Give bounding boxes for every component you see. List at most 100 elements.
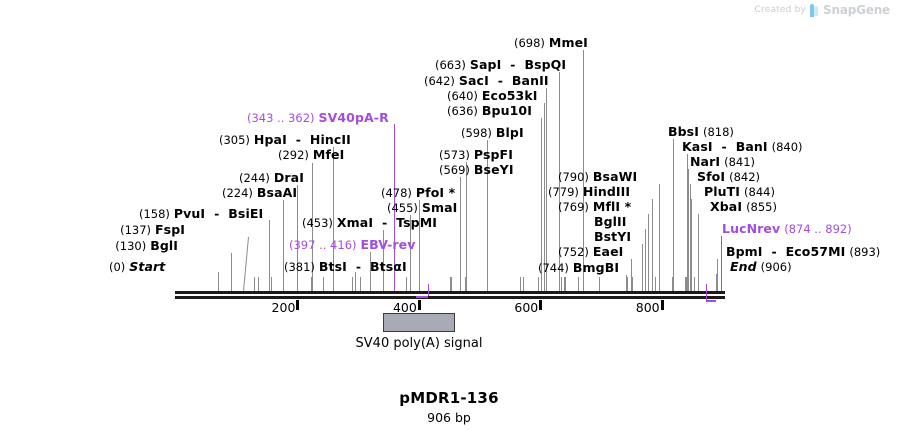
site-enzyme-name: BlpI [495, 125, 524, 140]
restriction-site-tick [323, 277, 325, 291]
site-label-xbaI[interactable]: XbaI (855) [710, 200, 777, 214]
site-label-end[interactable]: End (906) [730, 260, 792, 274]
restriction-site-tick [694, 277, 695, 291]
site-position: (841) [724, 155, 756, 169]
leader-line [688, 169, 689, 291]
watermark-prefix: Created by [754, 5, 807, 15]
restriction-site-tick [520, 277, 522, 291]
restriction-site-tick [717, 277, 719, 291]
site-label-xmaI[interactable]: (453) XmaI - TspMI [302, 216, 437, 230]
site-position: (874 .. 892) [784, 222, 852, 236]
site-label-eaeI[interactable]: (752) EaeI [558, 245, 623, 259]
site-label-mflI[interactable]: (769) MflI * [558, 200, 631, 214]
leader-line [717, 259, 718, 291]
leader-line [283, 200, 284, 291]
site-enzyme-name: BtsI - BtsαI [318, 259, 407, 274]
leader-line [687, 154, 688, 291]
ruler-tick [539, 300, 543, 310]
feature-label-sv40-polya: SV40 poly(A) signal [355, 336, 483, 351]
site-label-pluTI[interactable]: PluTI (844) [704, 185, 775, 199]
site-position: (663) [435, 58, 466, 72]
site-position: (453) [302, 216, 333, 230]
site-position: (855) [746, 200, 777, 214]
primer-arm [705, 300, 717, 302]
site-label-kasI[interactable]: KasI - BanI (840) [682, 140, 803, 154]
site-position: (573) [439, 148, 470, 162]
ruler-label-600: 600 [514, 300, 539, 315]
site-position: (790) [558, 170, 589, 184]
leader-line [698, 214, 699, 291]
primer-stem [705, 284, 708, 300]
site-position: (769) [558, 200, 589, 214]
site-label-smaI[interactable]: (455) SmaI [387, 201, 457, 215]
site-position: (779) [548, 185, 579, 199]
restriction-site-tick [538, 277, 539, 291]
site-label-sv40pa[interactable]: (343 .. 362) SV40pA-R [247, 111, 389, 125]
restriction-site-tick [564, 277, 566, 291]
site-label-sapI[interactable]: (663) SapI - BspQI [435, 58, 566, 72]
sequence-backbone-upper [175, 291, 725, 294]
snapgene-logo-icon [810, 3, 819, 17]
restriction-site-tick [270, 277, 272, 291]
restriction-site-tick [406, 277, 408, 291]
site-label-btsI[interactable]: (381) BtsI - BtsαI [284, 260, 407, 274]
site-enzyme-name: BpmI - Eco57MI [726, 244, 846, 259]
ruler-label-800: 800 [635, 300, 660, 315]
site-label-bseYI[interactable]: (569) BseYI [439, 163, 514, 177]
title-block: pMDR1-136 906 bp [0, 389, 898, 425]
site-label-pvuI[interactable]: (158) PvuI - BsiEI [139, 207, 263, 221]
site-enzyme-name: MfeI [312, 147, 345, 162]
site-label-hpaI[interactable]: (305) HpaI - HincII [219, 133, 351, 147]
site-label-hindIII[interactable]: (779) HindIII [548, 185, 630, 199]
site-label-draI[interactable]: (244) DraI [239, 171, 304, 185]
site-position: (893) [849, 245, 881, 259]
site-label-ebvrev[interactable]: (397 .. 416) EBV-rev [289, 238, 416, 252]
site-position: (381) [284, 260, 315, 274]
leader-line [419, 200, 420, 291]
site-label-lucnrev[interactable]: LucNrev (874 .. 892) [722, 222, 852, 236]
site-label-bglI[interactable]: (130) BglI [115, 239, 178, 253]
site-label-sfoI[interactable]: SfoI (842) [697, 170, 760, 184]
restriction-site-tick [451, 277, 453, 291]
feature-box-sv40-polya[interactable] [383, 313, 455, 332]
leader-line [631, 259, 632, 291]
sequence-backbone-lower [175, 296, 725, 299]
plasmid-length: 906 bp [427, 410, 471, 425]
site-label-narI[interactable]: NarI (841) [690, 155, 755, 169]
site-label-sacI[interactable]: (642) SacI - BanII [424, 74, 549, 88]
site-label-bstYI[interactable]: BstYI [594, 230, 631, 243]
site-label-bpu10I[interactable]: (636) Bpu10I [447, 104, 532, 118]
site-position: (158) [139, 207, 170, 221]
site-enzyme-name: BglI [150, 238, 178, 253]
leader-line [642, 244, 643, 291]
site-label-bmgBI[interactable]: (744) BmgBI [538, 261, 619, 275]
site-position: (244) [239, 171, 270, 185]
site-enzyme-name: BbsI [668, 124, 699, 139]
site-label-mfeI[interactable]: (292) MfeI [278, 148, 344, 162]
site-label-bsaWI[interactable]: (790) BsaWI [558, 170, 637, 184]
site-label-pspFI[interactable]: (573) PspFI [439, 148, 513, 162]
site-position: (305) [219, 133, 250, 147]
site-enzyme-name: BsaWI [592, 169, 638, 184]
leader-line [652, 199, 653, 291]
site-label-bbsI[interactable]: BbsI (818) [668, 125, 734, 139]
page-title: pMDR1-136 [399, 389, 499, 407]
site-label-bsaAI[interactable]: (224) BsaAI [222, 186, 297, 200]
site-label-blpI[interactable]: (598) BlpI [461, 126, 524, 140]
site-label-mmeI[interactable]: (698) MmeI [514, 36, 588, 50]
site-label-pfoI[interactable]: (478) PfoI * [381, 186, 455, 200]
site-label-start[interactable]: (0) Start [109, 260, 165, 274]
restriction-site-tick [577, 277, 579, 291]
site-label-fspI[interactable]: (137) FspI [120, 223, 185, 237]
restriction-site-tick [671, 277, 673, 291]
site-label-bglII[interactable]: BglII [594, 215, 627, 228]
leader-line [716, 274, 717, 291]
site-label-bpmI[interactable]: BpmI - Eco57MI (893) [726, 245, 880, 259]
site-enzyme-name: BglII [594, 214, 627, 229]
site-label-eco53kI[interactable]: (640) Eco53kI [447, 89, 538, 103]
site-enzyme-name: BseYI [473, 162, 514, 177]
leader-line [487, 140, 488, 291]
restriction-site-tick [311, 277, 312, 291]
site-position: (752) [558, 245, 589, 259]
